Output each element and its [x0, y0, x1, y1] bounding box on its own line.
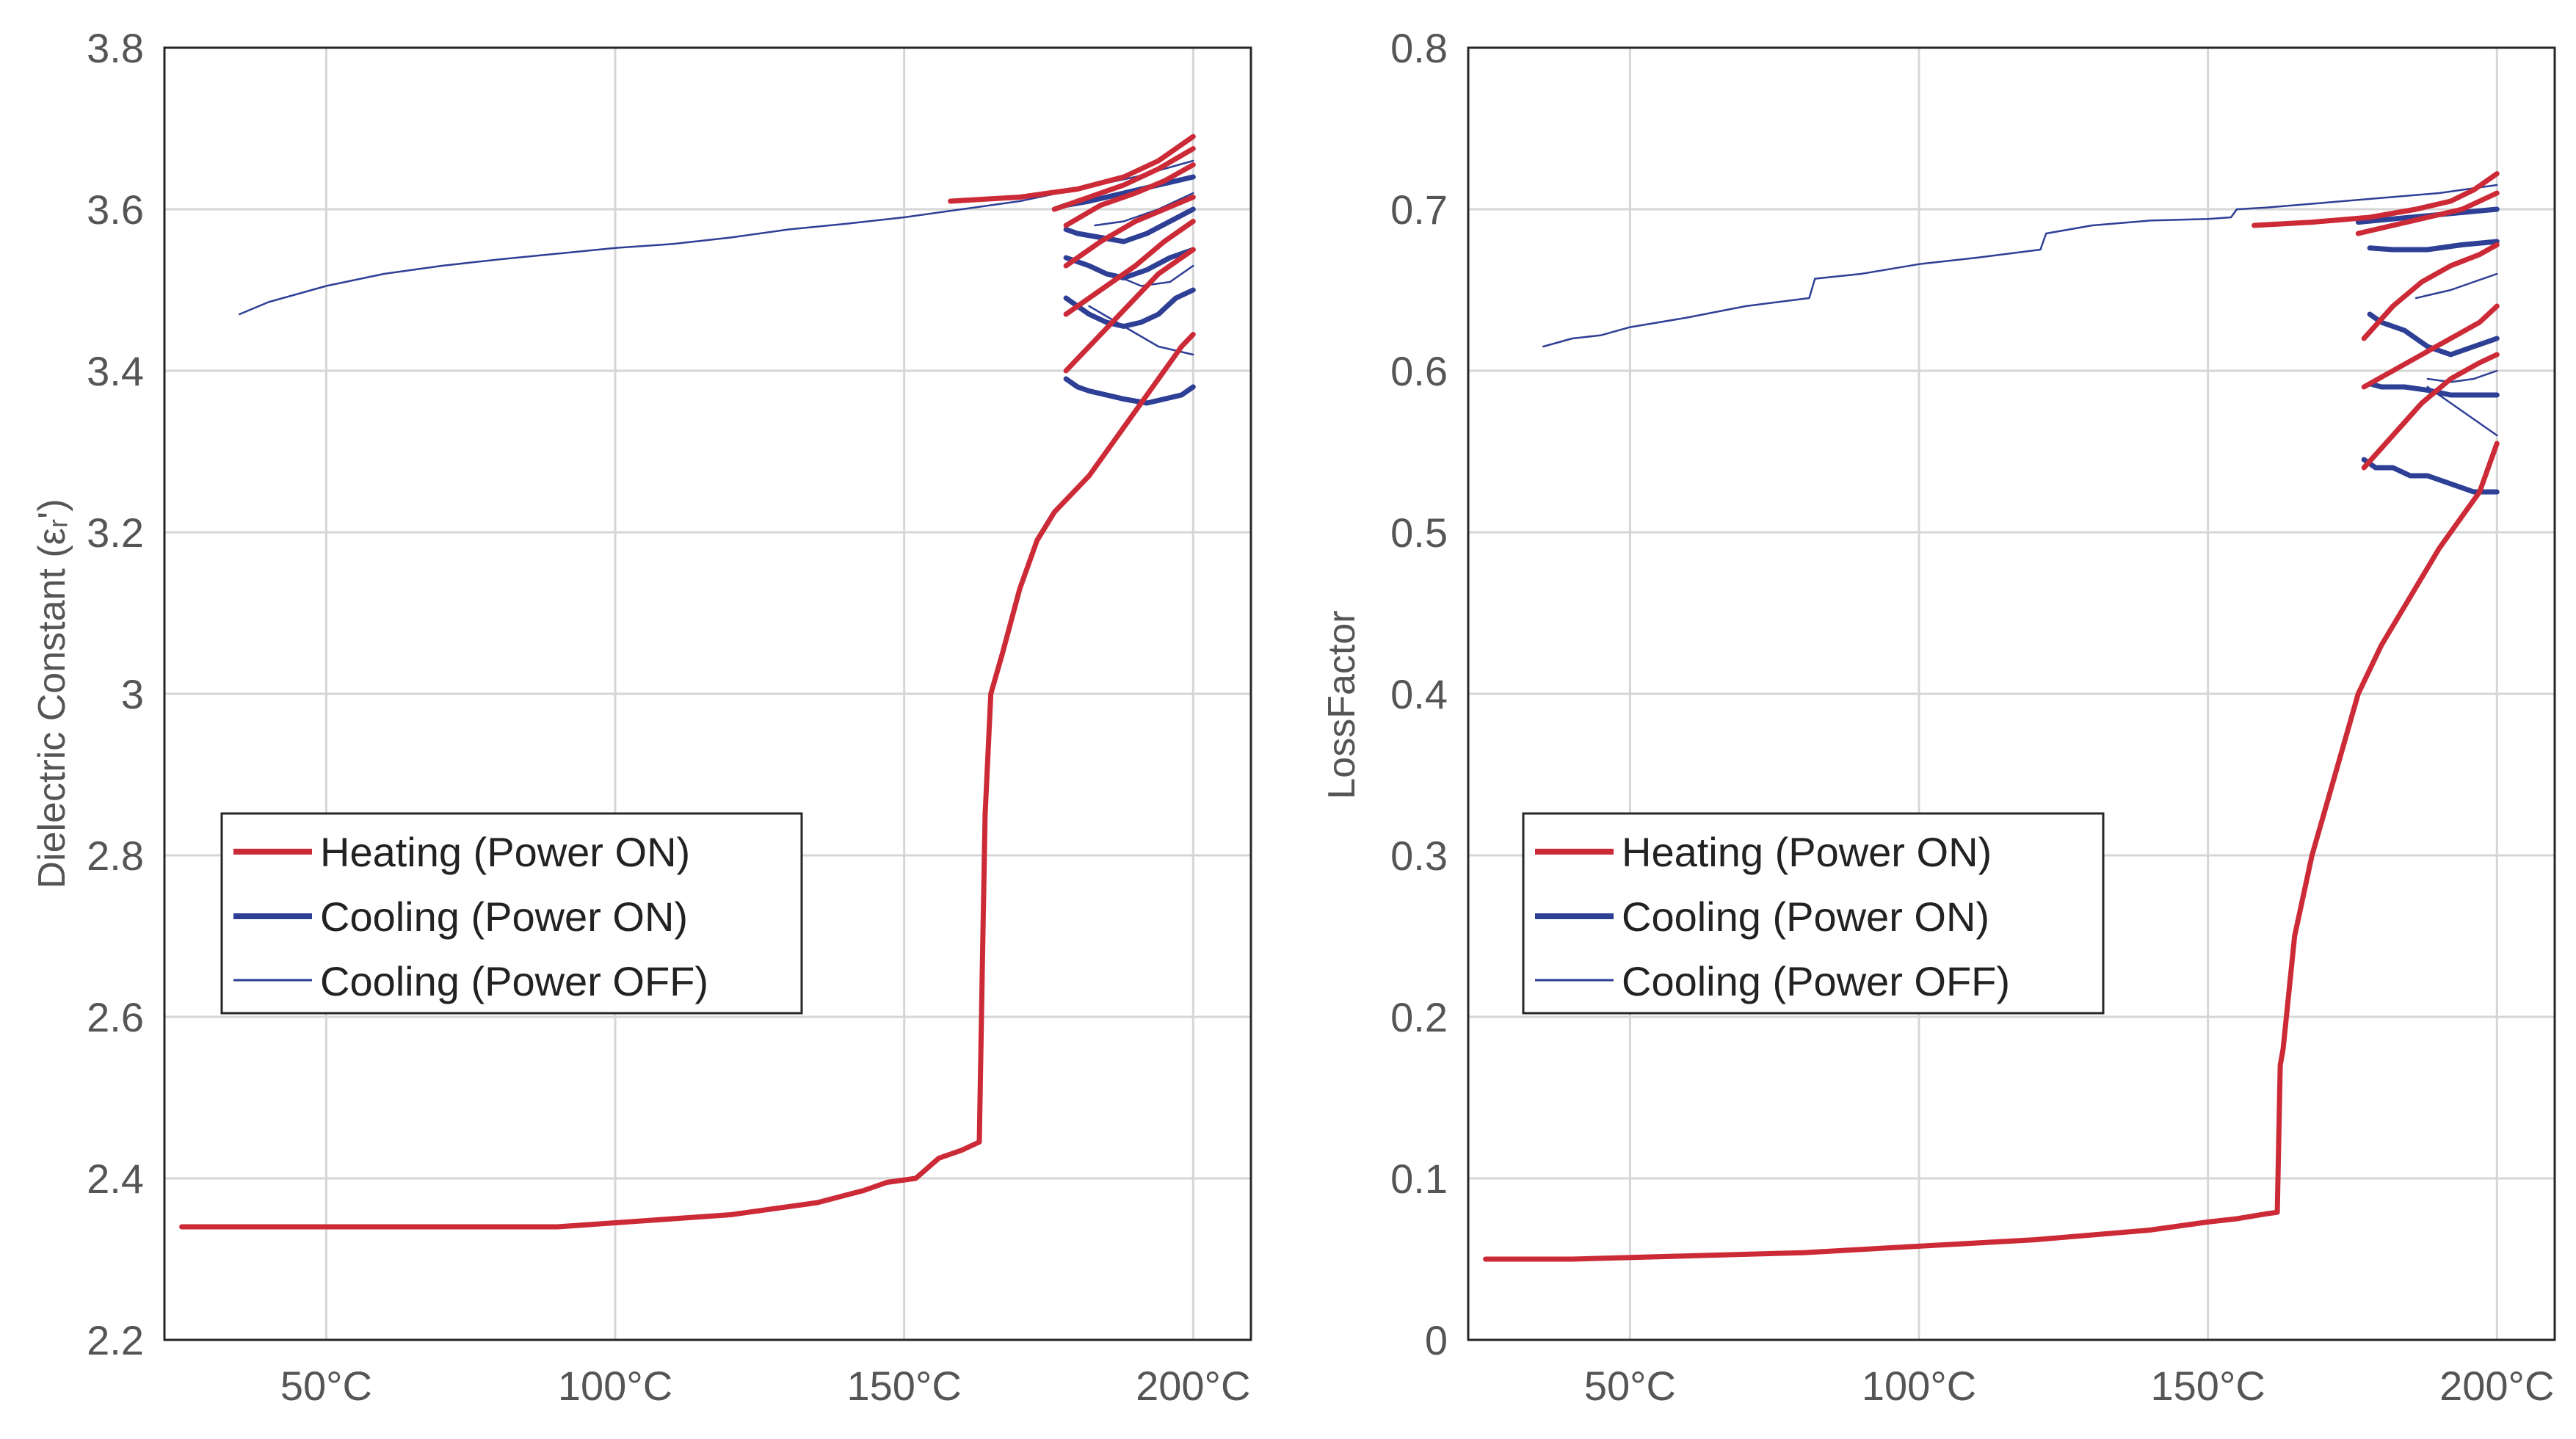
series-line-cooling-power-on: [1063, 206, 1196, 244]
series-line-cooling-power-on: [2361, 457, 2500, 495]
series-line-heating-power-on: [1483, 441, 2500, 1262]
y-tick-label: 0.2: [1390, 994, 1448, 1040]
x-tick-labels: 50°C 100°C 150°C 200°C: [1584, 1363, 2555, 1409]
y-tick-label: 0.8: [1390, 25, 1448, 71]
series-line-cooling-power-off: [2414, 272, 2498, 300]
series-line-cooling-power-on: [1063, 247, 1196, 280]
y-tick-label: 3.8: [87, 25, 144, 71]
y-tick-label: 0.7: [1390, 186, 1448, 233]
x-tick-label: 150°C: [2151, 1363, 2265, 1409]
series-line-cooling-power-off: [2426, 369, 2498, 383]
y-tick-label: 0.6: [1390, 348, 1448, 394]
series-line-cooling-power-on: [2367, 381, 2500, 398]
series-line-heating-power-on: [2355, 190, 2500, 236]
y-tick-label: 3: [121, 671, 144, 717]
y-tick-label: 2.6: [87, 994, 144, 1040]
y-tick-label: 3.4: [87, 348, 144, 394]
y-tick-label: 2.4: [87, 1156, 144, 1202]
series-layer: [1483, 171, 2500, 1262]
series-line-cooling-power-on: [1063, 376, 1196, 406]
series-line-heating-power-on: [1063, 247, 1196, 374]
series-line-heating-power-on: [2252, 171, 2500, 228]
y-axis-label: LossFactor: [1321, 610, 1363, 799]
legend-box: [1522, 812, 2105, 1015]
chart-loss-factor: 0 0.1 0.2 0.3 0.4 0.5 0.6 0.7 0.8 50°C 100°C 150°C…: [1321, 25, 2556, 1409]
x-tick-label: 50°C: [280, 1363, 372, 1409]
y-tick-label: 2.8: [87, 833, 144, 879]
y-tick-labels: 0 0.1 0.2 0.3 0.4 0.5 0.6 0.7 0.8: [1390, 25, 1448, 1363]
y-tick-labels: 2.2 2.4 2.6 2.8 3 3.2 3.4 3.6 3.8: [87, 25, 144, 1363]
axes-box: [163, 46, 1252, 1341]
legend-label-cooling-power-off: Cooling (Power OFF): [320, 958, 708, 1004]
x-tick-labels: 50°C 100°C 150°C 200°C: [280, 1363, 1251, 1409]
series-line-heating-power-on: [1063, 219, 1196, 317]
legend-box: [220, 812, 803, 1015]
series-line-heating-power-on: [1063, 162, 1196, 228]
series-line-heating-power-on: [2361, 352, 2500, 471]
y-tick-label: 0.5: [1390, 510, 1448, 556]
series-line-heating-power-on: [1063, 195, 1196, 269]
x-tick-label: 200°C: [1136, 1363, 1250, 1409]
x-tick-label: 50°C: [1584, 1363, 1676, 1409]
series-layer: [179, 134, 1196, 1230]
y-tick-label: 3.6: [87, 186, 144, 233]
y-tick-label: 0.3: [1390, 833, 1448, 879]
series-line-heating-power-on: [948, 134, 1196, 204]
y-tick-label: 3.2: [87, 510, 144, 556]
y-tick-label: 0.4: [1390, 671, 1448, 717]
x-tick-label: 100°C: [558, 1363, 672, 1409]
x-tick-label: 100°C: [1862, 1363, 1976, 1409]
chart-dielectric-constant: 2.2 2.4 2.6 2.8 3 3.2 3.4 3.6 3.8 50°C 100°C 150°C…: [31, 25, 1252, 1409]
legend-label-heating-power-on: Heating (Power ON): [320, 829, 690, 875]
series-line-cooling-power-off: [239, 159, 1194, 316]
y-tick-label: 0: [1425, 1317, 1448, 1363]
series-line-heating-power-on: [179, 332, 1196, 1230]
series-line-heating-power-on: [1051, 146, 1196, 212]
series-line-heating-power-on: [2361, 303, 2500, 390]
legend: Heating (Power ON) Cooling (Power ON) Co…: [1522, 812, 2105, 1015]
series-line-cooling-power-on: [2367, 239, 2500, 253]
legend-label-cooling-power-off: Cooling (Power OFF): [1622, 958, 2010, 1004]
y-tick-label: 0.1: [1390, 1156, 1448, 1202]
x-tick-label: 150°C: [847, 1363, 962, 1409]
legend-label-heating-power-on: Heating (Power ON): [1622, 829, 1992, 875]
x-tick-label: 200°C: [2439, 1363, 2554, 1409]
series-line-cooling-power-off: [1542, 184, 2498, 348]
legend-label-cooling-power-on: Cooling (Power ON): [320, 894, 688, 940]
legend: Heating (Power ON) Cooling (Power ON) Co…: [220, 812, 803, 1015]
legend-label-cooling-power-on: Cooling (Power ON): [1622, 894, 1989, 940]
y-tick-label: 2.2: [87, 1317, 144, 1363]
axes-box: [1467, 46, 2556, 1341]
series-line-cooling-power-off: [1094, 192, 1194, 227]
y-axis-label: Dielectric Constant (εᵣ'): [31, 499, 73, 888]
series-line-heating-power-on: [2361, 242, 2500, 341]
series-line-cooling-power-on: [1063, 287, 1196, 329]
series-line-cooling-power-off: [1111, 264, 1194, 287]
